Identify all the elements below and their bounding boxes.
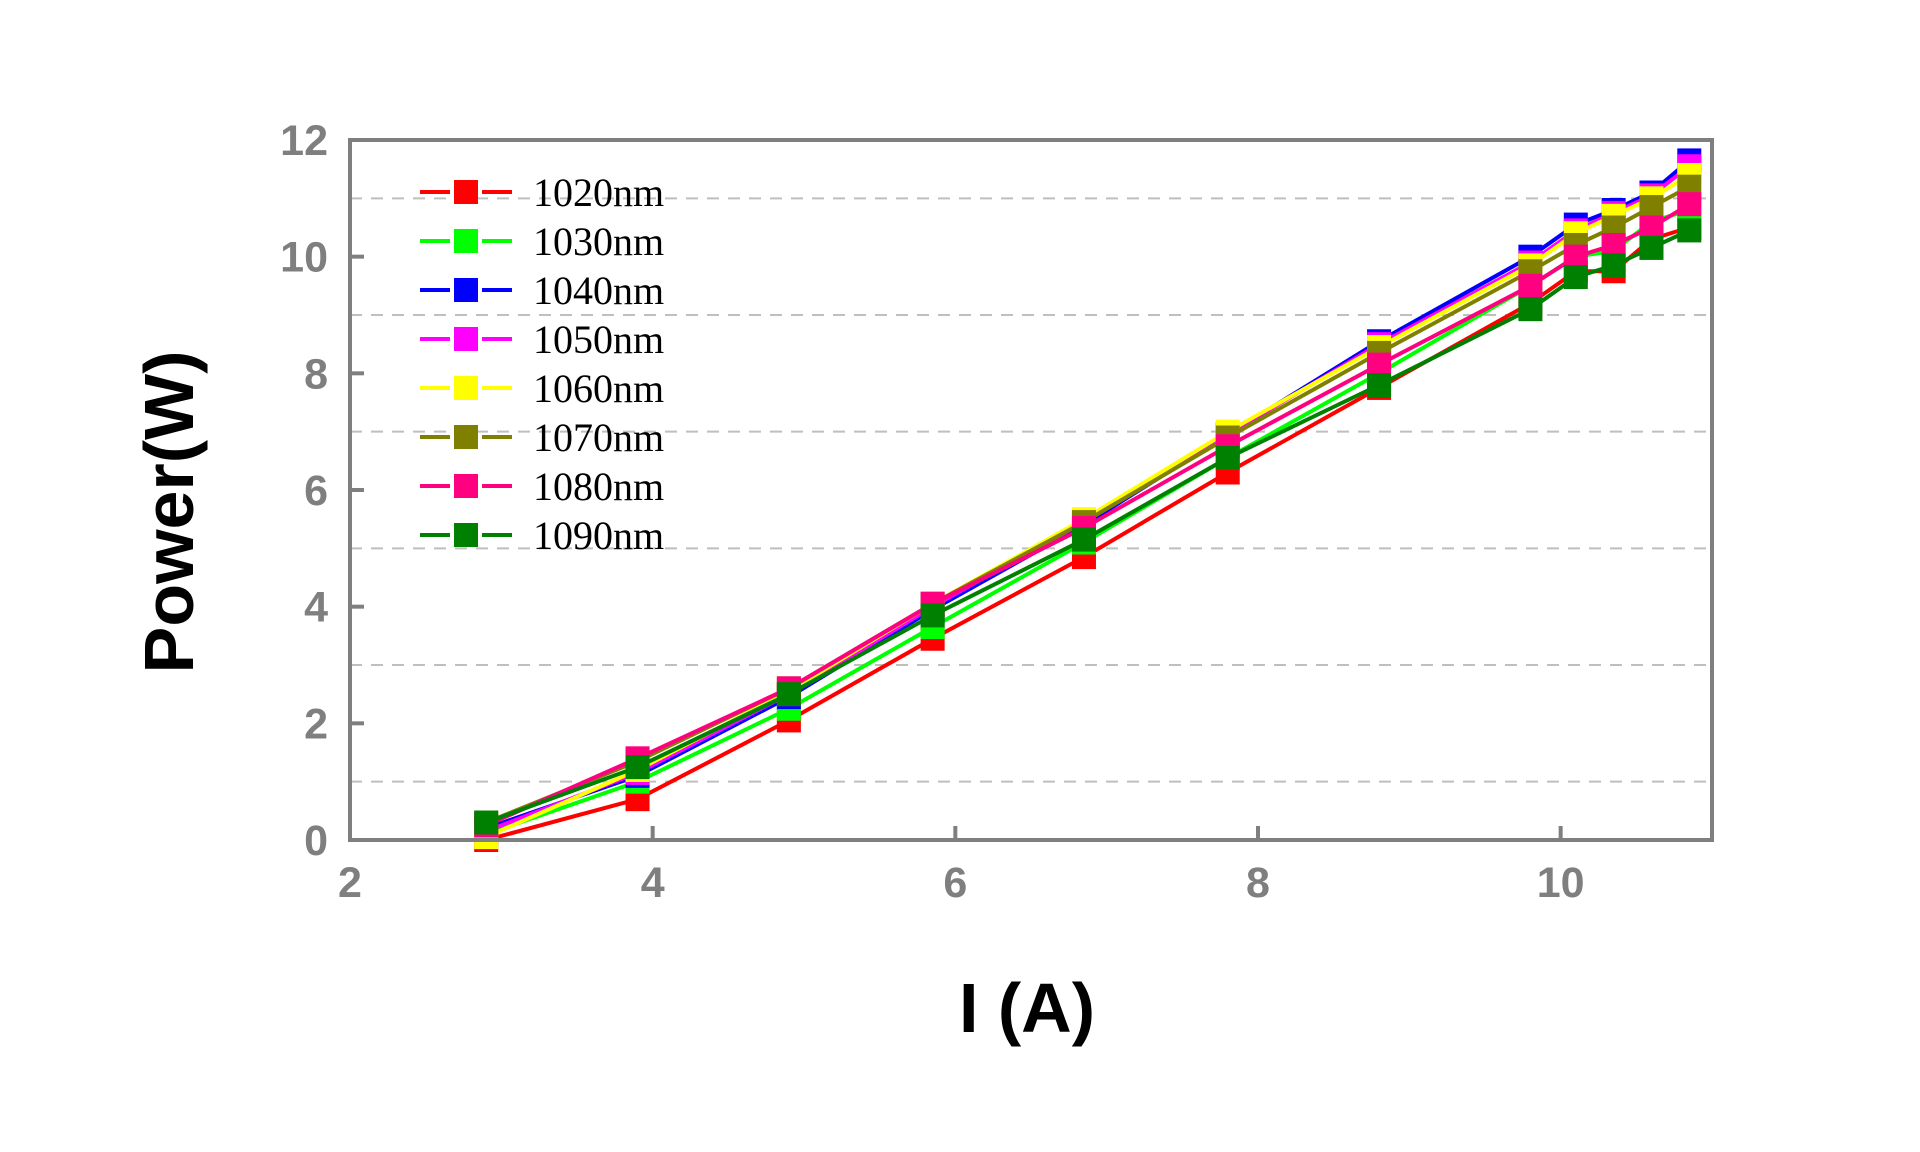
legend-item: 1040nm bbox=[420, 268, 664, 313]
legend-label: 1050nm bbox=[533, 317, 664, 362]
y-axis-title: Power(W) bbox=[130, 351, 208, 674]
y-tick-label: 2 bbox=[304, 700, 328, 748]
data-point bbox=[1367, 373, 1392, 397]
legend-label: 1070nm bbox=[533, 415, 664, 460]
series-layer bbox=[474, 148, 1702, 852]
y-tick-label: 12 bbox=[280, 117, 328, 165]
data-point bbox=[1639, 195, 1664, 220]
legend-marker bbox=[454, 376, 478, 400]
y-tick-label: 8 bbox=[304, 350, 328, 398]
legend-marker bbox=[454, 327, 478, 351]
x-tick-label: 8 bbox=[1246, 859, 1270, 907]
x-tick-label: 2 bbox=[338, 859, 362, 907]
legend-label: 1060nm bbox=[533, 366, 664, 411]
data-point bbox=[474, 810, 499, 835]
series-1090nm bbox=[474, 218, 1702, 835]
legend-marker bbox=[454, 523, 478, 547]
data-point bbox=[1601, 233, 1626, 257]
legend: 1020nm1030nm1040nm1050nm1060nm1070nm1080… bbox=[420, 170, 664, 558]
data-point bbox=[1639, 235, 1664, 260]
legend-label: 1020nm bbox=[533, 170, 664, 215]
legend-item: 1060nm bbox=[420, 366, 664, 411]
data-point bbox=[1518, 297, 1543, 322]
data-point bbox=[920, 603, 945, 628]
data-point bbox=[1677, 218, 1702, 243]
x-tick-label: 6 bbox=[943, 859, 967, 907]
legend-marker bbox=[454, 229, 478, 253]
data-point bbox=[1563, 244, 1588, 269]
x-axis-title: I (A) bbox=[959, 969, 1095, 1047]
data-point bbox=[776, 682, 801, 707]
legend-item: 1080nm bbox=[420, 464, 664, 509]
data-point bbox=[1601, 253, 1626, 278]
x-tick-label: 4 bbox=[641, 859, 665, 907]
legend-label: 1080nm bbox=[533, 464, 664, 509]
data-point bbox=[1639, 215, 1664, 240]
legend-marker bbox=[454, 278, 478, 302]
y-tick-label: 4 bbox=[304, 584, 328, 632]
data-point bbox=[625, 755, 650, 780]
legend-marker bbox=[454, 425, 478, 449]
legend-item: 1020nm bbox=[420, 170, 664, 215]
legend-label: 1090nm bbox=[533, 513, 664, 558]
data-point bbox=[1367, 352, 1392, 377]
data-point bbox=[1677, 192, 1702, 217]
legend-marker bbox=[454, 180, 478, 204]
data-point bbox=[1518, 273, 1543, 298]
data-point bbox=[1563, 265, 1588, 290]
data-point bbox=[1071, 527, 1096, 552]
y-tick-label: 6 bbox=[304, 467, 328, 515]
y-tick-label: 0 bbox=[304, 817, 328, 865]
y-tick-label: 10 bbox=[280, 234, 328, 282]
legend-item: 1070nm bbox=[420, 415, 664, 460]
x-tick-label: 10 bbox=[1537, 859, 1585, 907]
legend-item: 1030nm bbox=[420, 219, 664, 264]
data-point bbox=[1215, 445, 1240, 470]
legend-label: 1030nm bbox=[533, 219, 664, 264]
legend-marker bbox=[454, 474, 478, 498]
legend-label: 1040nm bbox=[533, 268, 664, 313]
legend-item: 1050nm bbox=[420, 317, 664, 362]
legend-item: 1090nm bbox=[420, 513, 664, 558]
